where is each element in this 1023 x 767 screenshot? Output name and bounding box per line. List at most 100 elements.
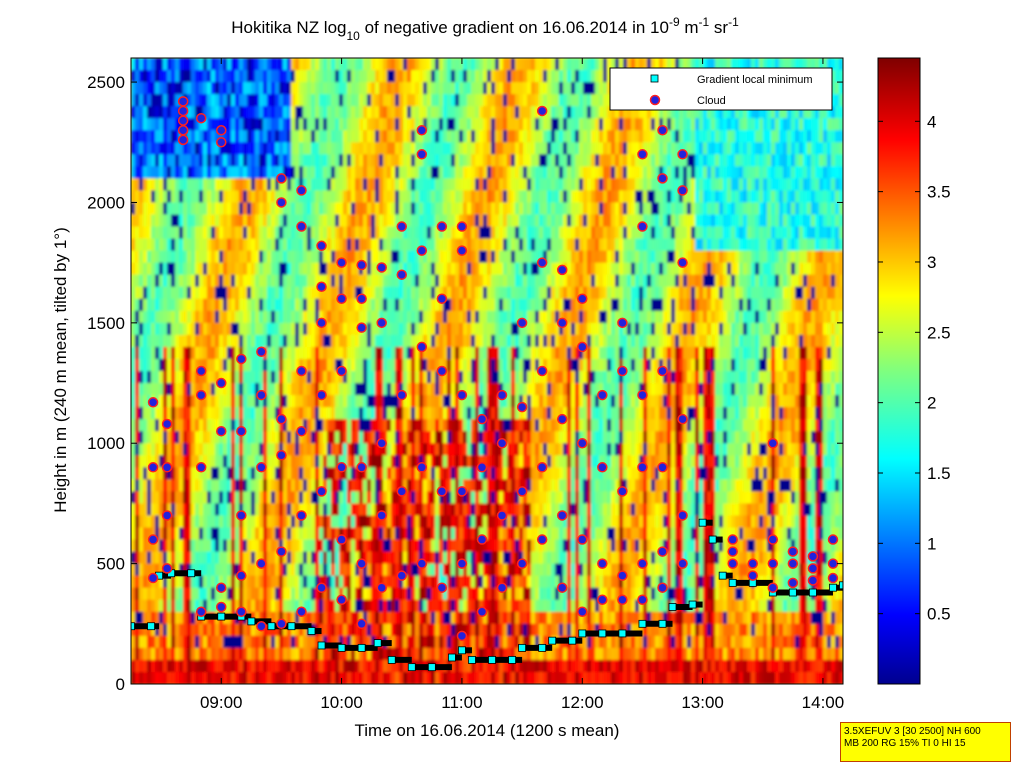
heatmap-cell (395, 659, 400, 673)
heatmap-cell (443, 178, 448, 192)
heatmap-cell (211, 395, 216, 408)
heatmap-cell (283, 58, 288, 71)
heatmap-cell (503, 298, 508, 312)
heatmap-cell (327, 262, 332, 276)
heatmap-cell (291, 142, 296, 155)
heatmap-cell (167, 659, 172, 673)
heatmap-cell (163, 82, 168, 95)
heatmap-cell (223, 178, 228, 192)
heatmap-cell (315, 298, 320, 312)
heatmap-cell (495, 106, 500, 119)
heatmap-cell (255, 358, 260, 372)
heatmap-cell (223, 262, 228, 276)
heatmap-cell (139, 371, 144, 384)
heatmap-cell (475, 298, 480, 312)
heatmap-cell (411, 166, 416, 179)
heatmap-cell (347, 118, 352, 131)
heatmap-cell (447, 250, 452, 264)
heatmap-cell (303, 262, 308, 276)
heatmap-cell (151, 58, 156, 71)
heatmap-cell (247, 142, 252, 155)
heatmap-cell (475, 527, 480, 541)
heatmap-cell (303, 334, 308, 348)
heatmap-cell (179, 274, 184, 288)
heatmap-cell (147, 262, 152, 276)
heatmap-cell (479, 118, 484, 131)
heatmap-cell (323, 214, 328, 228)
heatmap-cell (275, 286, 280, 300)
heatmap-cell (479, 647, 484, 661)
heatmap-cell (311, 274, 316, 288)
heatmap-cell (299, 407, 304, 420)
heatmap-cell (503, 58, 508, 71)
heatmap-cell (219, 94, 224, 107)
heatmap-cell (363, 635, 368, 649)
heatmap-cell (503, 214, 508, 228)
heatmap-cell (479, 407, 484, 420)
heatmap-cell (427, 407, 432, 420)
heatmap-cell (147, 455, 152, 468)
heatmap-cell (483, 611, 488, 625)
heatmap-cell (455, 250, 460, 264)
heatmap-cell (423, 358, 428, 372)
heatmap-cell (311, 611, 316, 625)
heatmap-cell (387, 671, 392, 684)
heatmap-cell (175, 214, 180, 228)
heatmap-cell (423, 515, 428, 529)
heatmap-cell (143, 419, 148, 432)
heatmap-cell (467, 298, 472, 312)
heatmap-cell (427, 106, 432, 119)
heatmap-cell (315, 647, 320, 661)
heatmap-cell (343, 587, 348, 601)
heatmap-cell (459, 202, 464, 216)
heatmap-cell (299, 298, 304, 312)
heatmap-cell (343, 262, 348, 276)
heatmap-cell (271, 563, 276, 577)
heatmap-cell (247, 491, 252, 505)
heatmap-cell (247, 214, 252, 228)
heatmap-cell (235, 346, 240, 360)
heatmap-cell (207, 419, 212, 432)
heatmap-cell (343, 635, 348, 649)
heatmap-cell (295, 274, 300, 288)
heatmap-cell (327, 346, 332, 360)
heatmap-cell (287, 250, 292, 264)
heatmap-cell (203, 154, 208, 167)
heatmap-cell (335, 611, 340, 625)
heatmap-cell (131, 419, 136, 432)
heatmap-cell (163, 94, 168, 107)
heatmap-cell (243, 202, 248, 216)
heatmap-cell (259, 322, 264, 336)
heatmap-cell (395, 322, 400, 336)
heatmap-cell (419, 334, 424, 348)
heatmap-cell (231, 310, 236, 324)
heatmap-cell (167, 467, 172, 480)
heatmap-cell (427, 58, 432, 71)
heatmap-cell (239, 551, 244, 565)
heatmap-cell (455, 611, 460, 625)
heatmap-cell (495, 467, 500, 480)
heatmap-cell (371, 190, 376, 204)
heatmap-cell (231, 274, 236, 288)
heatmap-cell (467, 491, 472, 505)
heatmap-cell (415, 298, 420, 312)
heatmap-cell (439, 623, 444, 637)
heatmap-cell (135, 106, 140, 119)
heatmap-cell (499, 202, 504, 216)
heatmap-cell (147, 659, 152, 673)
heatmap-cell (379, 407, 384, 420)
heatmap-cell (495, 503, 500, 517)
heatmap-cell (179, 467, 184, 480)
heatmap-cell (491, 286, 496, 300)
heatmap-cell (187, 190, 192, 204)
heatmap-cell (227, 166, 232, 179)
heatmap-cell (223, 106, 228, 119)
heatmap-cell (403, 250, 408, 264)
heatmap-cell (439, 527, 444, 541)
heatmap-cell (487, 286, 492, 300)
heatmap-cell (459, 358, 464, 372)
heatmap-cell (207, 82, 212, 95)
heatmap-cell (327, 298, 332, 312)
heatmap-cell (243, 623, 248, 637)
heatmap-cell (395, 467, 400, 480)
